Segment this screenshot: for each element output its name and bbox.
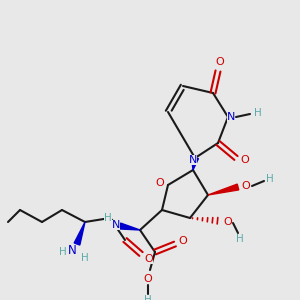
Text: H: H [266,174,274,184]
Text: H: H [104,213,112,223]
Text: N: N [189,155,197,165]
Text: O: O [178,236,188,246]
Text: O: O [145,254,153,264]
Text: N: N [68,244,76,257]
Text: O: O [156,178,164,188]
Text: O: O [241,155,249,165]
Text: O: O [242,181,250,191]
Text: O: O [144,274,152,284]
Polygon shape [191,158,199,170]
Text: H: H [236,234,244,244]
Text: N: N [112,220,120,230]
Text: O: O [224,217,232,227]
Text: H: H [254,108,262,118]
Polygon shape [119,223,140,230]
Polygon shape [74,222,85,245]
Text: H: H [81,253,89,263]
Text: N: N [227,112,235,122]
Text: H: H [59,247,67,257]
Polygon shape [208,184,239,195]
Text: O: O [216,57,224,67]
Text: H: H [144,295,152,300]
